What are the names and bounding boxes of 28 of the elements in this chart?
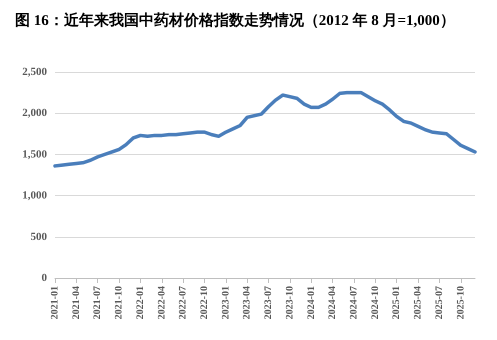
x-tick-label: 2022-04 [156,286,168,320]
x-tick-label: 2023-04 [242,286,253,320]
chart-title: 图 16：近年来我国中药材价格指数走势情况（2012 年 8 月=1,000） [15,12,455,29]
y-tick-label: 1,500 [22,148,48,160]
x-tick-label: 2021-10 [114,286,125,320]
x-tick-label: 2025-10 [455,286,466,320]
line-series [53,90,477,168]
x-tick-label: 2023-07 [263,286,274,320]
y-tick-label: 0 [42,272,48,284]
x-tick-label: 2021-01 [50,286,60,320]
x-tick-label: 2023-01 [220,286,232,320]
x-tick-label: 2025-04 [412,286,424,320]
x-tick-label: 2022-01 [134,286,146,320]
x-tick-label: 2022-07 [178,286,189,320]
x-tick-label: 2024-01 [306,286,317,320]
x-tick-label: 2024-04 [327,286,338,320]
x-tick-label: 2025-01 [391,286,402,320]
x-tick-label: 2024-07 [348,286,360,320]
x-tick-label: 2023-10 [284,286,296,320]
x-tick-label: 2022-10 [198,286,210,320]
y-tick-label: 500 [30,230,48,243]
x-tick-label: 2021-07 [92,286,104,320]
x-tick-label: 2021-04 [70,286,82,320]
y-tick-label: 2,000 [22,107,48,120]
y-tick-label: 2,500 [22,66,48,78]
x-tick-label: 2025-07 [434,286,445,320]
y-tick-label: 1,000 [22,190,48,202]
x-tick-label: 2024-10 [370,286,381,320]
